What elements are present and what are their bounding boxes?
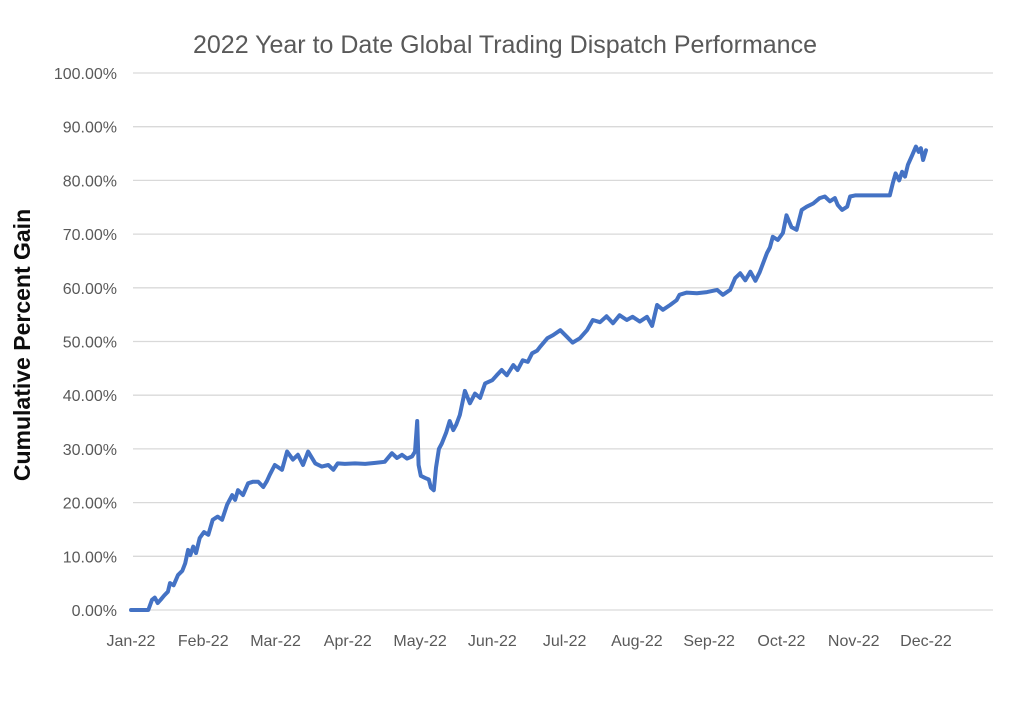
x-tick-label: May-22 (393, 633, 446, 650)
x-tick-label: Apr-22 (324, 633, 372, 650)
y-axis-title: Cumulative Percent Gain (9, 209, 35, 481)
y-tick-label: 80.00% (63, 173, 117, 190)
x-tick-label: Aug-22 (611, 633, 663, 650)
y-tick-label: 10.00% (63, 549, 117, 566)
x-tick-label: Dec-22 (900, 633, 952, 650)
x-tick-label: Jun-22 (468, 633, 517, 650)
x-tick-label: Sep-22 (683, 633, 735, 650)
y-tick-label: 100.00% (54, 66, 117, 83)
y-tick-label: 30.00% (63, 442, 117, 459)
x-tick-label: Oct-22 (757, 633, 805, 650)
x-tick-label: Feb-22 (178, 633, 229, 650)
y-tick-label: 90.00% (63, 120, 117, 137)
performance-line-series (129, 144, 928, 612)
x-tick-label: Jan-22 (107, 633, 156, 650)
chart-title: 2022 Year to Date Global Trading Dispatc… (193, 31, 817, 59)
y-tick-label: 50.00% (63, 335, 117, 352)
y-axis-tick-labels: 0.00% 10.00% 20.00% 30.00% 40.00% 50.00% 60.00… (54, 66, 117, 620)
x-tick-label: Mar-22 (250, 633, 301, 650)
y-tick-label: 70.00% (63, 227, 117, 244)
x-axis-tick-labels: Jan-22 Feb-22 Mar-22 Apr-22 May-22 Jun-22 Jul-… (107, 633, 952, 650)
y-tick-label: 0.00% (72, 603, 117, 620)
gridlines (133, 72, 993, 611)
x-tick-label: Jul-22 (543, 633, 587, 650)
y-tick-label: 60.00% (63, 281, 117, 298)
x-tick-label: Nov-22 (828, 633, 880, 650)
y-tick-label: 40.00% (63, 388, 117, 405)
y-tick-label: 20.00% (63, 496, 117, 513)
